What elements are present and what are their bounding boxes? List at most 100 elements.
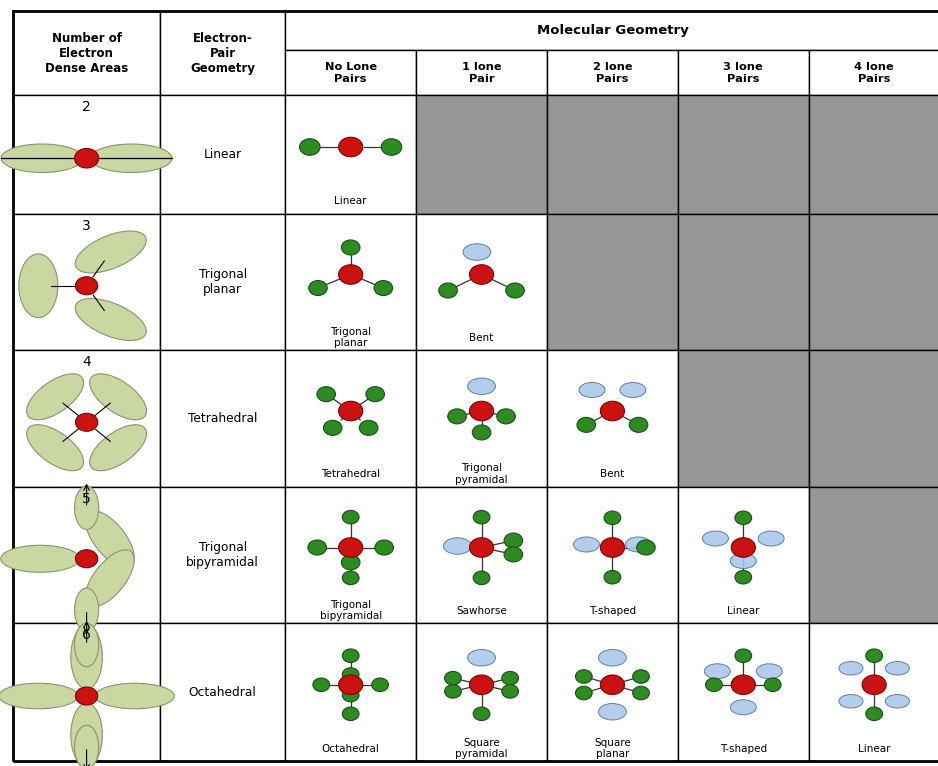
Bar: [809, 350, 938, 486]
Text: Tetrahedral: Tetrahedral: [188, 412, 257, 425]
Circle shape: [299, 139, 320, 155]
Bar: [416, 51, 547, 95]
Circle shape: [600, 538, 625, 557]
Bar: [285, 624, 416, 761]
Ellipse shape: [620, 382, 646, 398]
Text: Bent: Bent: [600, 469, 625, 479]
Bar: [547, 95, 678, 214]
Bar: [809, 624, 938, 761]
Circle shape: [732, 675, 755, 695]
Text: 5: 5: [83, 492, 91, 506]
Bar: [285, 350, 416, 486]
Ellipse shape: [444, 538, 471, 555]
Circle shape: [470, 538, 493, 557]
Circle shape: [342, 689, 359, 702]
Circle shape: [313, 678, 329, 692]
Bar: [160, 624, 285, 761]
Ellipse shape: [1, 144, 83, 172]
Circle shape: [637, 540, 656, 555]
Bar: [160, 11, 285, 95]
Circle shape: [502, 672, 519, 685]
Text: Number of
Electron
Dense Areas: Number of Electron Dense Areas: [45, 31, 129, 75]
Ellipse shape: [731, 700, 756, 715]
Ellipse shape: [71, 625, 102, 689]
Circle shape: [439, 283, 458, 298]
Ellipse shape: [1, 545, 80, 572]
Ellipse shape: [74, 486, 98, 529]
Ellipse shape: [0, 683, 78, 709]
Circle shape: [866, 649, 883, 663]
Bar: [416, 350, 547, 486]
Ellipse shape: [463, 244, 491, 260]
Ellipse shape: [90, 374, 146, 420]
Circle shape: [497, 409, 515, 424]
Circle shape: [472, 425, 491, 440]
Circle shape: [632, 669, 649, 683]
Bar: [285, 51, 416, 95]
Circle shape: [375, 540, 393, 555]
Text: Square
planar: Square planar: [594, 738, 630, 759]
Circle shape: [600, 675, 625, 695]
Ellipse shape: [26, 424, 83, 471]
Text: Bent: Bent: [469, 332, 493, 342]
Circle shape: [341, 240, 360, 255]
Ellipse shape: [90, 424, 146, 471]
Circle shape: [342, 510, 359, 524]
Text: Octahedral: Octahedral: [189, 686, 256, 699]
Text: Trigonal
pyramidal: Trigonal pyramidal: [455, 463, 507, 485]
Bar: [678, 486, 809, 624]
Bar: [678, 95, 809, 214]
Bar: [285, 11, 938, 51]
Bar: [160, 350, 285, 486]
Ellipse shape: [74, 624, 98, 666]
Text: Linear: Linear: [204, 148, 242, 161]
Circle shape: [317, 387, 336, 401]
Ellipse shape: [839, 662, 863, 675]
Bar: [547, 350, 678, 486]
Circle shape: [735, 571, 751, 584]
Circle shape: [576, 669, 592, 683]
Circle shape: [504, 533, 522, 548]
Ellipse shape: [756, 664, 782, 679]
Bar: [13, 624, 160, 761]
Ellipse shape: [468, 650, 495, 666]
Ellipse shape: [598, 650, 627, 666]
Bar: [285, 214, 416, 350]
Text: 4: 4: [83, 355, 91, 369]
Circle shape: [339, 401, 363, 421]
Bar: [809, 95, 938, 214]
Bar: [416, 95, 547, 214]
Circle shape: [74, 149, 98, 168]
Bar: [809, 51, 938, 95]
Circle shape: [600, 401, 625, 421]
Ellipse shape: [74, 588, 98, 631]
Bar: [678, 214, 809, 350]
Circle shape: [342, 649, 359, 663]
Circle shape: [382, 139, 401, 155]
Bar: [547, 624, 678, 761]
Circle shape: [470, 265, 493, 284]
Text: Tetrahedral: Tetrahedral: [321, 469, 380, 479]
Circle shape: [470, 401, 493, 421]
Circle shape: [705, 678, 722, 692]
Circle shape: [604, 511, 621, 525]
Circle shape: [342, 707, 359, 721]
Ellipse shape: [96, 683, 174, 709]
Text: Square
pyramidal: Square pyramidal: [455, 738, 507, 759]
Ellipse shape: [579, 382, 605, 398]
Text: Linear: Linear: [335, 196, 367, 206]
Text: Electron-
Pair
Geometry: Electron- Pair Geometry: [190, 31, 255, 75]
Circle shape: [577, 417, 596, 432]
Text: Linear: Linear: [858, 744, 890, 754]
Circle shape: [339, 137, 363, 157]
Ellipse shape: [573, 537, 599, 552]
Bar: [13, 11, 160, 95]
Bar: [416, 486, 547, 624]
Bar: [678, 624, 809, 761]
Circle shape: [862, 675, 886, 695]
Bar: [547, 214, 678, 350]
Circle shape: [339, 538, 363, 557]
Bar: [416, 214, 547, 350]
Bar: [13, 95, 160, 214]
Bar: [809, 486, 938, 624]
